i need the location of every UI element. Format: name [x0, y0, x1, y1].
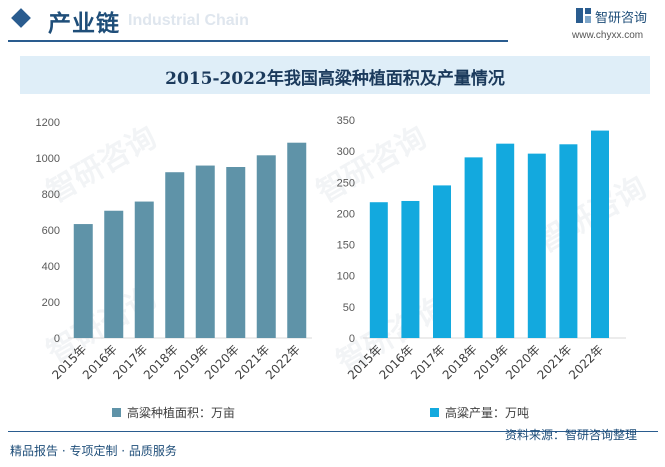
bar — [287, 142, 307, 338]
bar — [226, 167, 246, 338]
bar — [496, 143, 515, 338]
legend-production: 高粱产量：万吨 — [430, 404, 529, 421]
legend-swatch-production — [430, 408, 439, 417]
y-tick-label: 800 — [42, 189, 60, 201]
production-bar-chart: 0 50 100 150 200 250 300 350 2015年2016年2017年2018… — [337, 115, 626, 382]
x-tick-label: 2016年 — [377, 342, 417, 382]
x-tick-label: 2015年 — [345, 342, 385, 382]
chart-title-band: 2015-2022年我国高粱种植面积及产量情况 — [20, 56, 650, 94]
y-tick-label: 0 — [349, 333, 355, 345]
y-tick-label: 200 — [42, 297, 60, 309]
diamond-icon — [11, 8, 31, 28]
x-tick-label: 2022年 — [263, 342, 303, 382]
y-tick-label: 300 — [337, 146, 355, 158]
y-tick-label: 100 — [337, 271, 355, 283]
bar — [134, 201, 154, 338]
legend-area: 高粱种植面积：万亩 — [112, 404, 235, 421]
x-tick-label: 2019年 — [471, 342, 511, 382]
footer-tagline: 精品报告 · 专项定制 · 品质服务 — [10, 444, 177, 458]
brand-name: 智研咨询 — [595, 11, 648, 26]
header: Industrial Chain 产业链 智研咨询 www.chyxx.com — [0, 0, 665, 44]
y-tick-label: 400 — [42, 261, 60, 273]
bar — [256, 155, 276, 338]
x-tick-label: 2018年 — [440, 342, 480, 382]
y-tick-label: 350 — [337, 115, 355, 127]
legend-label-production: 高粱产量：万吨 — [445, 406, 530, 420]
bar — [464, 157, 483, 338]
y-tick-label: 1000 — [36, 153, 60, 165]
header-watermark: Industrial Chain — [128, 12, 249, 29]
y-tick-label: 50 — [343, 302, 355, 314]
bar — [104, 210, 124, 338]
data-source: 资料来源：智研咨询整理 — [505, 428, 638, 442]
bar — [559, 144, 578, 338]
section-title: 产业链 — [48, 11, 120, 37]
footer: 精品报告 · 专项定制 · 品质服务 资料来源：智研咨询整理 — [0, 428, 665, 467]
y-tick-label: 1200 — [36, 117, 60, 129]
x-tick-label: 2022年 — [566, 342, 606, 382]
brand-logo-icon — [576, 8, 591, 23]
bar — [401, 200, 420, 338]
x-tick-label: 2017年 — [408, 342, 448, 382]
y-tick-label: 250 — [337, 177, 355, 189]
y-tick-label: 150 — [337, 240, 355, 252]
bar — [591, 130, 609, 338]
chart-title: 2015-2022年我国高粱种植面积及产量情况 — [165, 69, 505, 89]
header-rule — [8, 40, 508, 42]
x-tick-label: 2021年 — [535, 342, 575, 382]
bar — [165, 172, 185, 338]
brand-url[interactable]: www.chyxx.com — [572, 30, 644, 41]
y-tick-label: 0 — [54, 333, 60, 345]
bar — [73, 224, 93, 338]
bar — [369, 202, 388, 338]
y-tick-label: 200 — [337, 208, 355, 220]
bar — [195, 165, 215, 338]
area-bar-chart: 0200400600800100012002015年2016年2017年2018… — [36, 117, 312, 382]
bar — [527, 153, 546, 338]
bar — [433, 185, 451, 338]
y-tick-label: 600 — [42, 225, 60, 237]
footer-rule — [8, 431, 658, 432]
legend-label-area: 高粱种植面积：万亩 — [127, 406, 236, 420]
x-tick-label: 2020年 — [503, 342, 543, 382]
legend-swatch-area — [112, 408, 121, 417]
